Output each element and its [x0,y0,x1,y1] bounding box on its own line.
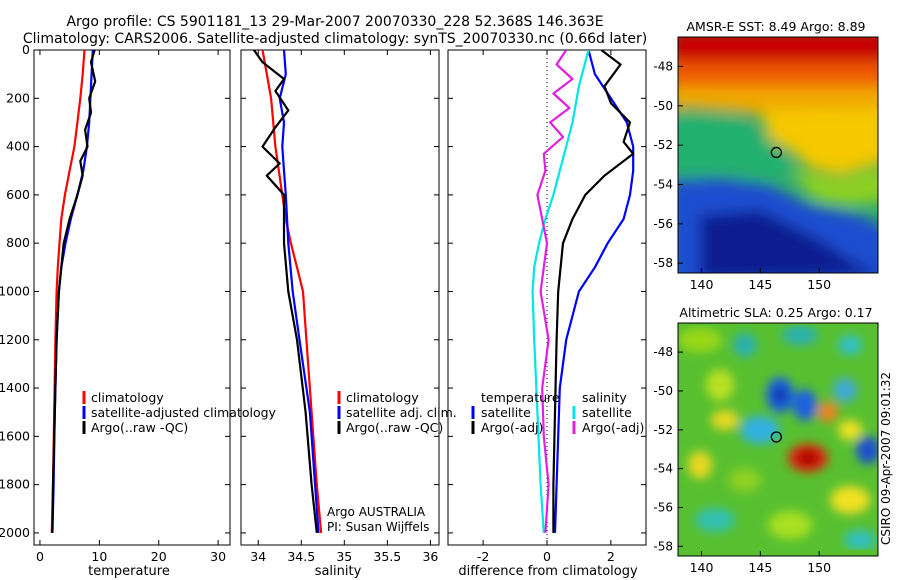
x-tick-label: 2 [607,549,615,564]
salinity-legend: climatology satellite adj. clim. Argo(..… [337,390,457,435]
axes-layer: 0 10 20 30020040060080010001200140016001800… [0,42,646,564]
legend-label: satellite adj. clim. [346,405,457,420]
legend-label: Argo(-adj) [481,420,543,435]
map-x-tick-label: 150 [807,560,831,575]
y-tick-label: 0 [22,42,30,57]
map-y-tick-label: -58 [653,539,673,553]
map-y-tick-label: -48 [653,60,673,74]
y-tick-label: 1000 [0,283,30,298]
legend-label: Argo(..raw -QC) [91,420,188,435]
map-x-tick-label: 145 [748,560,772,575]
sla-map-frame [677,322,879,557]
figure-title-line2: Climatology: CARS2006. Satellite-adjuste… [23,31,647,47]
y-tick-label: 800 [6,235,30,250]
y-tick-label: 1800 [0,477,30,492]
map-y-tick-label: -56 [653,500,673,514]
sst-map-frame [677,36,879,274]
x-tick-label: 10 [91,549,107,564]
salinity-plot-frame [240,49,440,546]
map-y-tick-label: -58 [653,256,673,270]
figure-credit: CSIRO 09-Apr-2007 09:01:32 [879,372,893,545]
x-tick-label: 30 [210,549,226,564]
difference-series-layer [531,50,635,545]
series-line-red [261,50,323,533]
map-y-tick-label: -56 [653,217,673,231]
argo-pi-note: PI: Susan Wijffels [327,520,429,534]
map-y-tick-label: -52 [653,423,673,437]
y-tick-label: 1400 [0,380,30,395]
legend-label: Argo(..raw -QC) [346,420,443,435]
x-tick-label: 0 [36,549,44,564]
sst-map-axes: 140 145 150 -48 -50 -52 -54 -56 -58 [653,60,831,293]
x-tick-label: -2 [477,549,489,564]
legend-label: climatology [346,390,419,405]
difference-xlabel: difference from climatology [458,564,638,579]
salinity-xlabel: salinity [315,564,362,579]
sla-map-axes: 140 145 150 -48 -50 -52 -54 -56 -58 [653,345,831,575]
y-tick-label: 400 [6,139,30,154]
legend-label: satellite [582,405,632,420]
x-tick-label: 0 [543,549,551,564]
map-y-tick-label: -54 [653,462,673,476]
series-line-black [253,50,318,534]
series-line-cyan [531,50,590,533]
series-line-black [552,50,635,533]
legend-heading-salinity: salinity [582,390,627,405]
x-tick-label: 35 [336,549,352,564]
series-line-magenta [536,50,574,533]
y-tick-label: 1600 [0,428,30,443]
difference-legend: temperature satellite Argo(-adj) salinit… [471,390,644,435]
map-y-tick-label: -52 [653,138,673,152]
map-y-tick-label: -54 [653,178,673,192]
map-x-tick-label: 140 [690,560,714,575]
y-tick-label: 600 [6,187,30,202]
legend-label: climatology [91,390,164,405]
series-line-black [51,50,97,533]
map-x-tick-label: 150 [807,277,831,292]
figure-title-line1: Argo profile: CS 5901181_13 29-Mar-2007 … [66,14,603,30]
map-y-tick-label: -50 [653,99,673,113]
argo-program-note: Argo AUSTRALIA [327,505,426,519]
x-tick-label: 20 [151,549,167,564]
x-tick-label: 34.5 [287,549,315,564]
sst-heatmap [678,37,878,273]
x-tick-label: 36 [422,549,438,564]
map-x-tick-label: 140 [690,277,714,292]
argo-float-marker [770,146,783,159]
x-tick-label: 34 [250,549,266,564]
salinity-series-layer [253,50,323,534]
map-y-tick-label: -50 [653,384,673,398]
sst-map-title: AMSR-E SST: 8.49 Argo: 8.89 [686,19,865,34]
legend-heading-temperature: temperature [481,390,560,405]
sla-heatmap [678,323,878,556]
series-line-blue [278,50,320,533]
sla-map-title: Altimetric SLA: 0.25 Argo: 0.17 [679,305,872,320]
temperature-xlabel: temperature [88,564,170,579]
temperature-legend: climatology satellite-adjusted climatolo… [82,390,277,435]
temperature-plot-frame [33,49,231,546]
argo-float-marker [770,431,783,443]
legend-label: satellite-adjusted climatology [91,405,277,420]
y-tick-label: 200 [6,90,30,105]
legend-label: Argo(-adj) [582,420,644,435]
temperature-series-layer [50,50,97,533]
legend-label: satellite [481,405,531,420]
map-x-tick-label: 145 [748,277,772,292]
map-y-tick-label: -48 [653,345,673,359]
y-tick-label: 1200 [0,332,30,347]
x-tick-label: 35.5 [373,549,401,564]
y-tick-label: 2000 [0,525,30,540]
